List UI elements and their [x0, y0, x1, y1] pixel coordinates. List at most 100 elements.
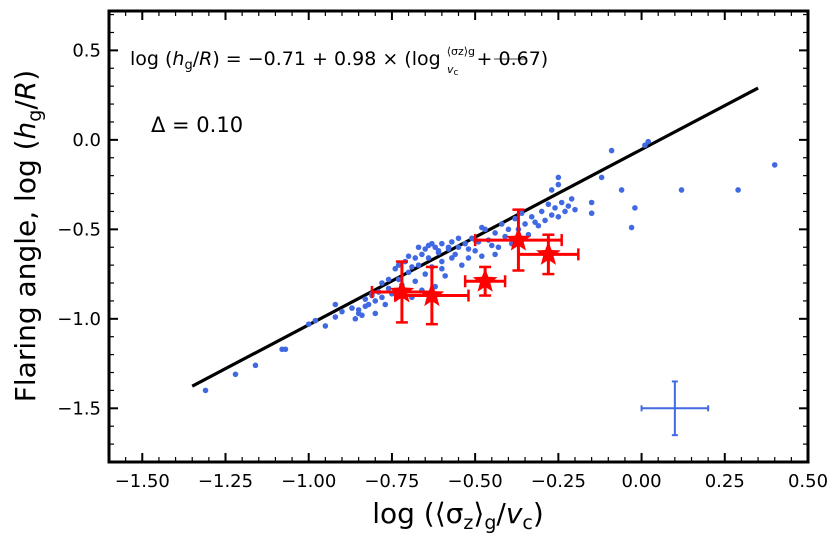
star-marker	[472, 268, 498, 292]
data-point	[202, 387, 209, 394]
plot-frame	[107, 9, 810, 464]
data-point	[645, 138, 652, 145]
star-marker	[419, 282, 445, 307]
data-point	[568, 196, 575, 202]
data-point	[528, 214, 535, 220]
data-point	[535, 222, 542, 229]
data-point	[488, 242, 495, 249]
x-tick-label: 0.25	[705, 471, 745, 492]
x-tick-label: −0.75	[364, 471, 419, 492]
star-marker	[536, 241, 561, 265]
data-point	[415, 244, 422, 251]
data-point	[455, 244, 462, 251]
data-point	[385, 276, 392, 283]
data-point	[545, 201, 552, 208]
data-point	[479, 224, 485, 231]
data-point	[359, 312, 365, 319]
data-point	[522, 221, 528, 227]
data-point	[472, 248, 478, 254]
x-tick-label: −0.50	[448, 471, 503, 492]
data-point	[492, 230, 498, 236]
data-point	[392, 265, 399, 272]
data-point	[678, 187, 685, 193]
data-point	[462, 240, 468, 247]
data-point	[642, 142, 648, 149]
data-point	[282, 346, 289, 353]
data-point	[505, 226, 512, 233]
equation-annotation: log (hg/R) = −0.71 + 0.98 × (log ⟨σz⟩g vc…	[130, 45, 548, 78]
data-point	[588, 199, 595, 206]
data-point	[352, 316, 359, 322]
y-tick-label: −1.0	[57, 309, 101, 330]
data-point	[332, 314, 339, 320]
data-point	[555, 174, 562, 181]
data-point	[405, 253, 412, 259]
data-point	[492, 251, 498, 258]
x-tick-label: −0.25	[531, 471, 586, 492]
red-stars-layer	[370, 208, 580, 326]
data-point	[445, 244, 452, 251]
data-point	[552, 205, 558, 211]
data-point	[598, 174, 605, 181]
data-point	[379, 280, 385, 286]
data-point	[415, 262, 422, 268]
data-point	[542, 217, 548, 224]
data-point	[588, 210, 595, 217]
data-point	[395, 262, 402, 268]
data-point	[618, 187, 625, 193]
typical-error-layer	[640, 380, 710, 437]
data-point	[372, 298, 379, 304]
y-tick-label: −0.5	[57, 219, 101, 240]
y-axis-title: Flaring angle, log (hg/R)	[9, 70, 46, 402]
data-point	[365, 301, 372, 308]
data-point	[449, 239, 455, 245]
data-point	[628, 224, 635, 231]
data-point	[355, 307, 362, 313]
blue-points-layer	[202, 138, 778, 394]
data-point	[548, 187, 555, 193]
data-point	[532, 219, 538, 225]
data-point	[332, 301, 339, 308]
data-point	[608, 147, 615, 154]
data-point	[322, 323, 329, 329]
data-point	[422, 246, 429, 252]
data-point	[512, 215, 518, 222]
y-tick-label: −1.5	[57, 398, 101, 419]
data-point	[465, 246, 472, 252]
data-point	[572, 206, 578, 213]
data-point	[422, 271, 429, 277]
x-tick-label: −1.00	[281, 471, 336, 492]
x-tick-label: 0.00	[622, 471, 662, 492]
x-axis-title: log (⟨σz⟩g/vc)	[372, 497, 544, 534]
data-point	[362, 296, 369, 302]
data-point	[312, 317, 319, 324]
data-point	[558, 199, 565, 206]
data-point	[439, 265, 445, 272]
data-point	[439, 240, 445, 247]
data-point	[425, 242, 432, 249]
star-marker	[506, 227, 531, 251]
star-marker	[389, 278, 415, 303]
data-point	[565, 203, 572, 209]
data-point	[349, 305, 355, 311]
data-point	[452, 251, 458, 258]
data-point	[455, 235, 462, 242]
data-point	[379, 294, 385, 301]
data-point	[439, 258, 445, 265]
data-point	[412, 255, 419, 261]
data-point	[305, 321, 312, 327]
data-point	[465, 255, 472, 261]
data-point	[232, 371, 239, 378]
x-tick-label: 0.50	[788, 471, 828, 492]
data-point	[555, 214, 562, 220]
data-point	[538, 208, 545, 215]
data-point	[562, 208, 568, 215]
data-point	[442, 273, 448, 279]
y-tick-label: 0.0	[72, 130, 101, 151]
data-point	[735, 187, 741, 193]
data-point	[372, 310, 379, 317]
y-tick-label: 0.5	[72, 40, 101, 61]
data-point	[419, 251, 425, 258]
x-tick-label: −1.25	[198, 471, 253, 492]
